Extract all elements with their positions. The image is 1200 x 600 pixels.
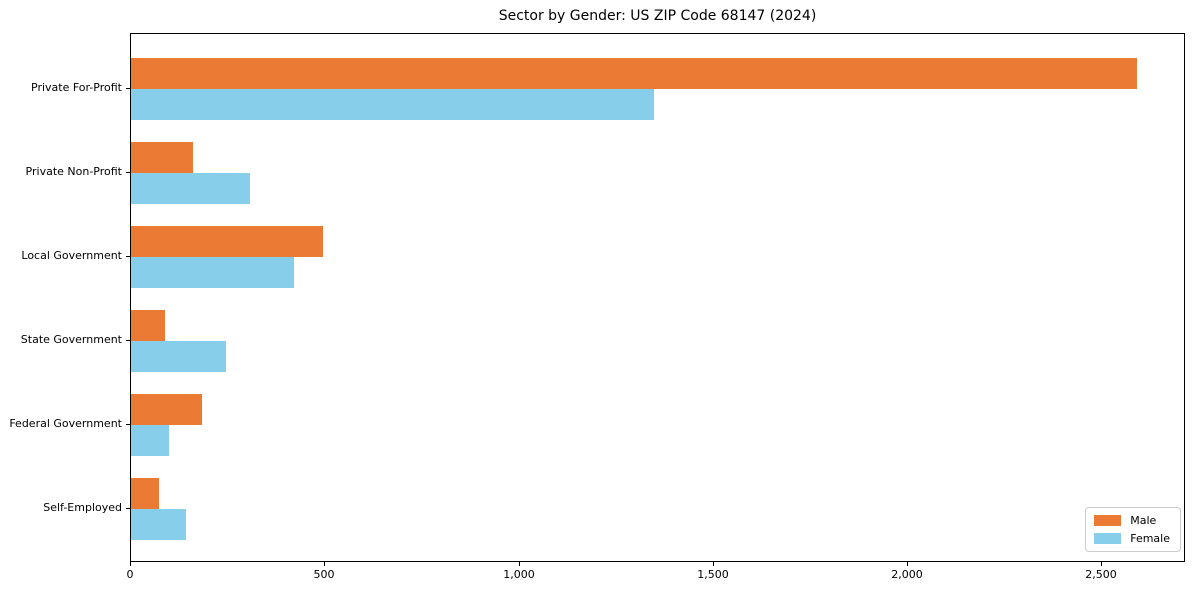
bar-female-self-employed (131, 509, 186, 540)
x-tick-label-1-000: 1,000 (503, 568, 535, 581)
x-tick-mark-2-500 (1101, 562, 1102, 566)
bar-male-private-for-profit (131, 58, 1137, 89)
plot-area (130, 33, 1185, 562)
bar-male-federal-government (131, 394, 202, 425)
bar-female-private-non-profit (131, 173, 250, 204)
legend-item-female: Female (1094, 532, 1170, 545)
x-tick-mark-2-000 (907, 562, 908, 566)
y-tick-label-federal-government: Federal Government (9, 417, 122, 430)
y-tick-mark-local-government (126, 256, 130, 257)
x-tick-mark-1-000 (519, 562, 520, 566)
bar-female-private-for-profit (131, 89, 654, 120)
legend-item-male: Male (1094, 514, 1170, 527)
y-tick-label-self-employed: Self-Employed (43, 501, 122, 514)
x-tick-label-0: 0 (126, 568, 134, 581)
x-tick-mark-1-500 (713, 562, 714, 566)
legend: Male Female (1085, 507, 1181, 552)
legend-swatch-female (1094, 533, 1122, 544)
bar-female-local-government (131, 257, 294, 288)
bar-male-local-government (131, 226, 323, 257)
bar-male-private-non-profit (131, 142, 193, 173)
x-tick-label-500: 500 (313, 568, 335, 581)
bar-female-federal-government (131, 425, 169, 456)
y-tick-mark-state-government (126, 340, 130, 341)
x-tick-label-1-500: 1,500 (697, 568, 729, 581)
bar-male-self-employed (131, 478, 159, 509)
y-tick-mark-self-employed (126, 508, 130, 509)
y-tick-mark-federal-government (126, 424, 130, 425)
bar-female-state-government (131, 341, 226, 372)
bar-male-state-government (131, 310, 165, 341)
y-tick-label-local-government: Local Government (21, 249, 122, 262)
y-tick-label-private-for-profit: Private For-Profit (31, 81, 122, 94)
x-tick-mark-0 (130, 562, 131, 566)
y-tick-label-private-non-profit: Private Non-Profit (25, 165, 122, 178)
y-tick-label-state-government: State Government (20, 333, 122, 346)
x-tick-mark-500 (324, 562, 325, 566)
chart-title: Sector by Gender: US ZIP Code 68147 (202… (498, 8, 817, 24)
y-tick-mark-private-for-profit (126, 88, 130, 89)
x-tick-label-2-500: 2,500 (1085, 568, 1117, 581)
legend-label-female: Female (1130, 532, 1170, 545)
x-tick-label-2-000: 2,000 (891, 568, 923, 581)
legend-label-male: Male (1130, 514, 1157, 527)
y-tick-mark-private-non-profit (126, 172, 130, 173)
legend-swatch-male (1094, 515, 1122, 526)
